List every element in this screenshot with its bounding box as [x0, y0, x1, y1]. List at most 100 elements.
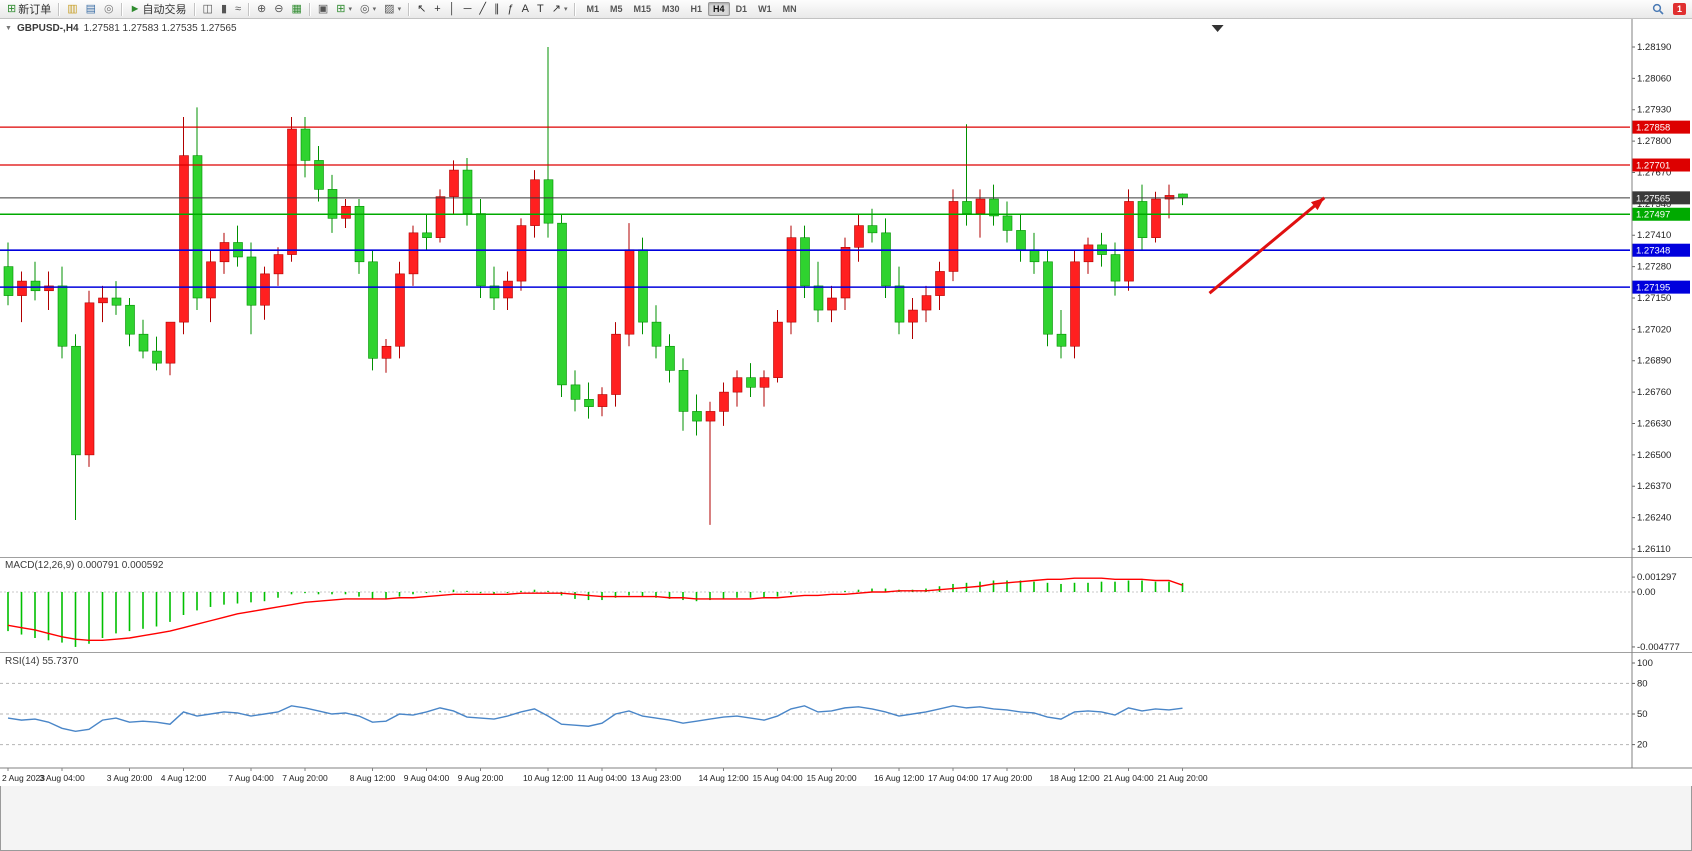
one-click-collapse-icon[interactable]: ▼ — [5, 25, 12, 32]
horizontal-line-button[interactable]: ─ — [460, 0, 476, 18]
time-label: 21 Aug 04:00 — [1103, 773, 1153, 783]
data-window-button[interactable]: ▤ — [82, 0, 100, 18]
trend-arrow[interactable] — [1208, 196, 1326, 295]
time-label: 17 Aug 04:00 — [928, 773, 978, 783]
time-label: 21 Aug 20:00 — [1157, 773, 1207, 783]
price-axis-tick: 1.26240 — [1637, 513, 1671, 524]
indicators-button[interactable]: ⊞ ▾ — [332, 0, 356, 18]
chart-shift-marker[interactable] — [1211, 25, 1224, 32]
chart-background[interactable] — [0, 19, 1692, 786]
text-label-button[interactable]: T — [533, 0, 548, 18]
toolbar-right: 1 — [1648, 0, 1692, 18]
time-label: 3 Aug 04:00 — [39, 773, 85, 783]
price-tag — [1632, 158, 1690, 172]
channel-icon: ∥ — [494, 2, 500, 15]
chevron-down-icon: ▾ — [348, 6, 353, 13]
chevron-down-icon: ▾ — [563, 6, 568, 13]
price-tag — [1632, 120, 1690, 134]
macd-signal-line — [7, 577, 1183, 641]
time-label: 11 Aug 04:00 — [577, 773, 627, 783]
timeframe-w1-button[interactable]: W1 — [758, 4, 772, 14]
toolbar: ⊞ 新订单 ▥ ▤ ◎ ► 自动交易 ◫ ▮ ≈ ⊕ ⊖ ▦ ▣ ⊞ ▾ ◎ ▾ ▨ ▾ ↖ + │ ─ ╱ ∥ ƒ A T ↗ ▾ M1 M5… — [0, 0, 1692, 19]
zoom-in-button[interactable]: ⊕ — [253, 0, 270, 18]
timeframe-m5-button[interactable]: M5 — [609, 4, 623, 14]
toolbar-separator — [58, 2, 61, 16]
time-label: 7 Aug 04:00 — [228, 773, 274, 783]
time-label: 13 Aug 23:00 — [631, 773, 681, 783]
ohlc-values: 1.27581 1.27583 1.27535 1.27565 — [83, 23, 237, 34]
trendline-button[interactable]: ╱ — [475, 0, 490, 18]
price-axis-tick: 1.27670 — [1637, 167, 1671, 178]
notification-badge[interactable]: 1 — [1672, 3, 1686, 15]
price-axis-tick: 1.28190 — [1637, 42, 1671, 53]
timeframe-m1-button[interactable]: M1 — [586, 4, 599, 14]
periods-button[interactable]: ◎ ▾ — [356, 0, 380, 18]
line-chart-button[interactable]: ≈ — [231, 0, 245, 18]
price-axis-tick: 1.26630 — [1637, 418, 1671, 429]
navigator-button[interactable]: ◎ — [100, 0, 118, 18]
fibonacci-button[interactable]: ƒ — [504, 0, 518, 18]
vertical-line-button[interactable]: │ — [445, 0, 460, 18]
autotrade-label: 自动交易 — [142, 4, 187, 16]
rsi-axis-tick: 20 — [1637, 740, 1648, 751]
autotrade-button[interactable]: ► 自动交易 — [126, 0, 191, 18]
indicators-icon: ⊞ — [336, 2, 346, 15]
templates-button[interactable]: ▨ ▾ — [380, 0, 405, 18]
time-label: 4 Aug 12:00 — [161, 773, 207, 783]
channel-button[interactable]: ∥ — [490, 0, 504, 18]
tile-windows-button[interactable]: ▦ — [287, 0, 305, 18]
cursor-icon: ↖ — [417, 2, 427, 15]
crosshair-icon: + — [434, 2, 441, 15]
bar-chart-button[interactable]: ◫ — [199, 0, 217, 18]
trendline-icon: ╱ — [479, 2, 487, 15]
price-tag-label: 1.27348 — [1636, 246, 1670, 257]
crosshair-button[interactable]: + — [430, 0, 444, 18]
price-axis-tick: 1.28060 — [1637, 73, 1671, 84]
price-tag-label: 1.27195 — [1636, 283, 1670, 294]
toolbar-separator — [308, 2, 311, 16]
price-tag-label: 1.27497 — [1636, 210, 1670, 221]
text-button[interactable]: A — [518, 0, 533, 18]
rsi-indicator-label: RSI(14) 55.7370 — [5, 656, 79, 667]
candle-chart-button[interactable]: ▮ — [217, 0, 231, 18]
cursor-button[interactable]: ↖ — [413, 0, 430, 18]
search-button[interactable] — [1648, 0, 1668, 18]
rsi-axis-tick: 80 — [1637, 678, 1648, 689]
autotrade-icon: ► — [129, 2, 141, 15]
zoom-out-button[interactable]: ⊖ — [270, 0, 287, 18]
timeframe-m30-button[interactable]: M30 — [662, 4, 680, 14]
new-order-button[interactable]: ⊞ 新订单 — [3, 0, 55, 18]
price-axis-tick: 1.27800 — [1637, 136, 1671, 147]
periods-icon: ◎ — [360, 2, 370, 15]
rsi-axis-tick: 100 — [1637, 658, 1653, 669]
toolbar-separator — [193, 2, 196, 16]
timeframe-h1-button[interactable]: H1 — [690, 4, 703, 14]
price-tag — [1632, 243, 1690, 257]
timeframe-d1-button[interactable]: D1 — [735, 4, 748, 14]
zoom-in-icon: ⊕ — [257, 2, 267, 15]
time-label: 16 Aug 12:00 — [874, 773, 924, 783]
timeframe-h4-button[interactable]: H4 — [708, 2, 730, 16]
trend-arrow-head — [1310, 197, 1325, 211]
horizontal-line-icon: ─ — [463, 2, 472, 15]
timeframe-m15-button[interactable]: M15 — [633, 4, 652, 14]
macd-axis-tick: -0.004777 — [1637, 642, 1680, 653]
price-axis-tick: 1.26110 — [1637, 544, 1671, 555]
timeframe-group: M1 M5 M15 M30 H1 H4 D1 W1 MN — [581, 2, 801, 16]
search-icon — [1652, 3, 1664, 15]
toolbar-separator — [408, 2, 411, 16]
arrows-tool-icon: ↗ — [551, 2, 561, 15]
price-axis-tick: 1.26370 — [1637, 481, 1671, 492]
arrows-tool-button[interactable]: ↗ ▾ — [548, 0, 572, 18]
chevron-down-icon: ▾ — [372, 6, 377, 13]
time-label: 2 Aug 2023 — [2, 773, 45, 783]
auto-arrange-button[interactable]: ▣ — [314, 0, 332, 18]
text-label-icon: T — [537, 2, 544, 15]
tile-windows-icon: ▦ — [291, 2, 302, 15]
vertical-line-icon: │ — [448, 2, 456, 15]
market-watch-button[interactable]: ▥ — [63, 0, 81, 18]
rsi-axis-tick: 50 — [1637, 709, 1648, 720]
timeframe-mn-button[interactable]: MN — [782, 4, 797, 14]
new-order-icon: ⊞ — [7, 2, 17, 15]
